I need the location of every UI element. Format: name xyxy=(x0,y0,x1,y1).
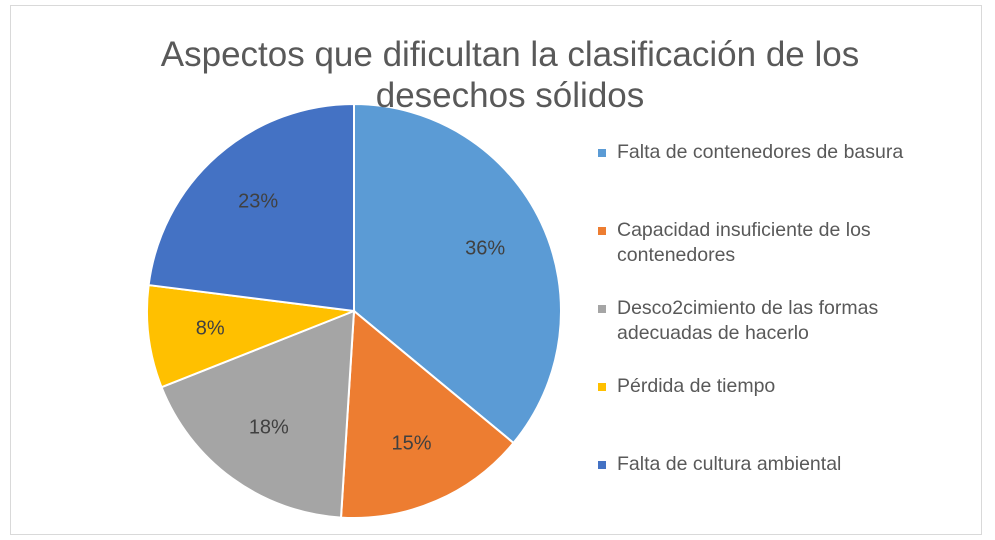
pie-slice xyxy=(147,102,355,313)
pie-slice xyxy=(160,309,356,519)
data-label: 36% xyxy=(465,238,505,260)
legend-swatch xyxy=(598,461,606,469)
legend-label: Capacidad insuficiente de los contenedor… xyxy=(617,219,871,266)
chart-title: Aspectos que dificultan la clasificación… xyxy=(160,35,860,115)
data-label: 18% xyxy=(249,417,289,439)
legend-label: Falta de cultura ambiental xyxy=(617,453,842,475)
legend-swatch xyxy=(598,383,606,391)
data-label: 23% xyxy=(238,191,278,213)
legend-item: Falta de cultura ambiental xyxy=(598,452,928,477)
legend-label: Pérdida de tiempo xyxy=(617,375,776,397)
pie-slice xyxy=(146,283,355,389)
legend-item: Falta de contenedores de basura xyxy=(598,140,928,165)
chart-frame xyxy=(10,5,982,535)
legend-swatch xyxy=(598,305,606,313)
legend-swatch xyxy=(598,227,606,235)
legend-label: Desco2cimiento de las formas adecuadas d… xyxy=(617,297,879,344)
legend-label: Falta de contenedores de basura xyxy=(617,141,904,163)
pie-slice xyxy=(353,102,562,445)
pie-slice xyxy=(339,308,515,519)
data-label: 15% xyxy=(392,432,432,454)
legend-swatch xyxy=(598,149,606,157)
data-label: 8% xyxy=(196,317,225,339)
legend-item: Capacidad insuficiente de los contenedor… xyxy=(598,218,928,268)
legend-item: Desco2cimiento de las formas adecuadas d… xyxy=(598,296,928,346)
legend-item: Pérdida de tiempo xyxy=(598,374,928,399)
